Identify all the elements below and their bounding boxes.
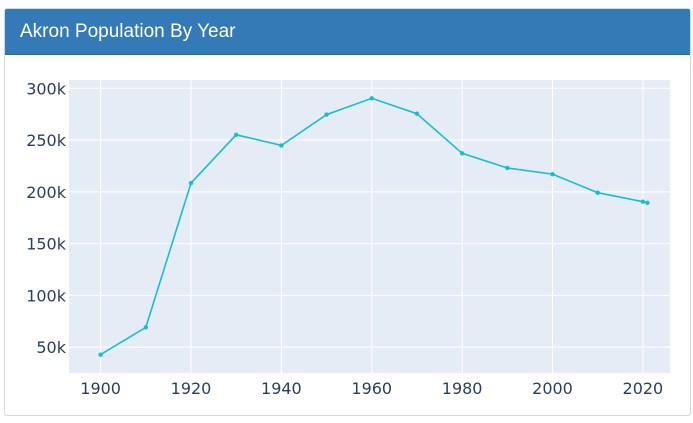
card-header: Akron Population By Year (5, 9, 690, 55)
data-points (98, 96, 650, 357)
data-point[interactable] (324, 112, 329, 117)
data-point[interactable] (645, 200, 650, 206)
plot-area[interactable] (69, 80, 670, 373)
data-point[interactable] (414, 111, 420, 116)
data-point[interactable] (98, 352, 103, 357)
card-title: Akron Population By Year (20, 21, 236, 42)
y-tick-label: 200k (26, 183, 67, 202)
y-axis-ticks: 50k 100k 150k 200k 250k 300k (26, 79, 67, 357)
data-point[interactable] (369, 96, 374, 101)
x-tick-label: 1920 (171, 379, 212, 398)
x-tick-label: 2000 (532, 379, 573, 398)
y-tick-label: 250k (26, 131, 67, 150)
data-point[interactable] (143, 325, 149, 330)
population-line (100, 97, 648, 356)
y-tick-label: 300k (26, 79, 67, 98)
y-tick-label: 100k (26, 286, 67, 305)
x-tick-label: 2020 (623, 379, 664, 398)
data-point[interactable] (233, 132, 239, 138)
data-point[interactable] (459, 151, 465, 156)
data-point[interactable] (550, 171, 555, 177)
x-tick-label: 1980 (442, 379, 483, 398)
y-tick-label: 50k (36, 338, 66, 357)
data-point[interactable] (595, 190, 600, 195)
data-point[interactable] (505, 165, 510, 171)
data-point[interactable] (279, 143, 284, 148)
x-tick-label: 1960 (351, 379, 392, 398)
data-point[interactable] (640, 199, 646, 204)
x-tick-label: 1900 (80, 379, 121, 398)
y-tick-label: 150k (26, 235, 67, 254)
data-point[interactable] (188, 180, 194, 186)
x-tick-label: 1940 (261, 379, 302, 398)
grid-lines (69, 80, 670, 373)
x-axis-ticks: 1900 1920 1940 1960 1980 2000 2020 (80, 379, 663, 398)
